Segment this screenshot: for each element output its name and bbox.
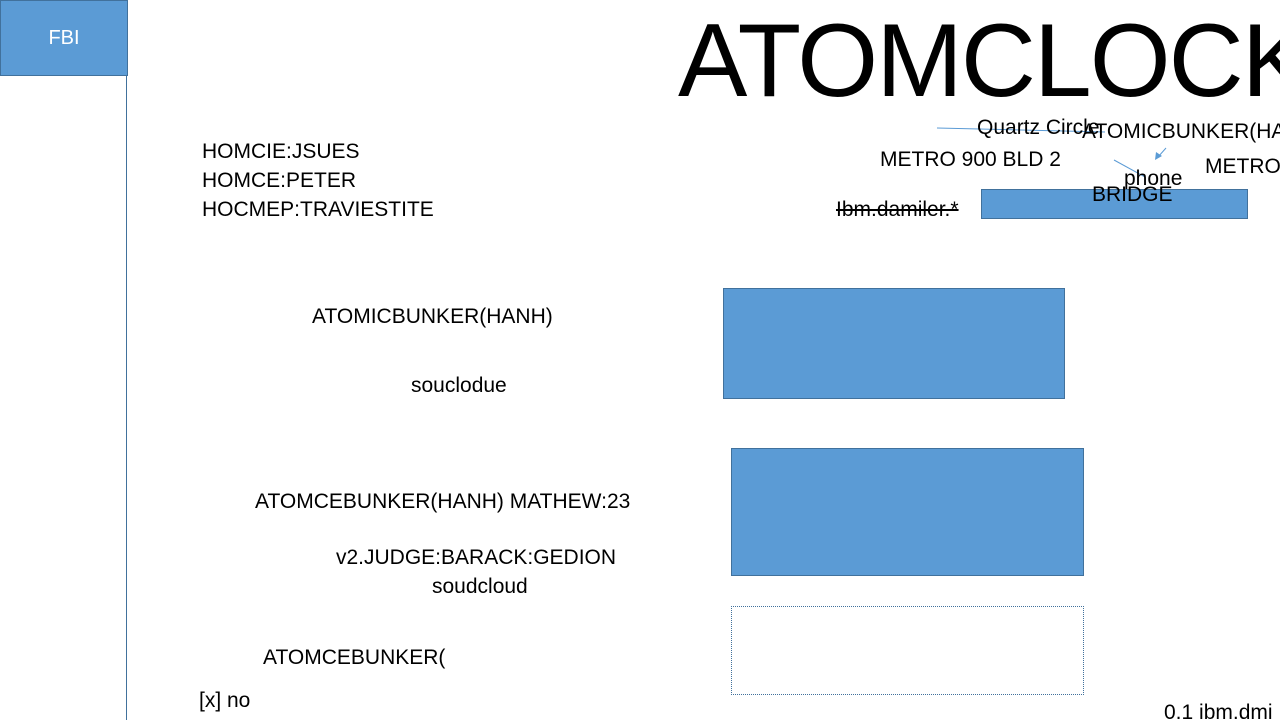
bridge-box[interactable]: [981, 189, 1248, 219]
header-line-2: HOMCE:PETER: [202, 169, 357, 192]
header-line-3: HOCMEP:TRAVIESTITE: [202, 198, 434, 221]
section3-title: ATOMCEBUNKER(: [263, 646, 446, 669]
fbi-button[interactable]: FBI: [0, 0, 128, 76]
section3-box[interactable]: [731, 606, 1084, 695]
metro-bld-label: METRO 900 BLD 2: [880, 148, 1061, 171]
section2-box[interactable]: [731, 448, 1084, 576]
header-line-1: HOMCIE:JSUES: [202, 140, 360, 163]
phone-label: phone: [1124, 167, 1183, 190]
footer-ibm-label: 0.1 ibm.dmi: [1164, 701, 1273, 724]
section2-line3: soudcloud: [432, 575, 528, 598]
fbi-label: FBI: [48, 26, 80, 49]
section1-sub: souclodue: [411, 374, 507, 397]
bridge-label: BRIDGE: [1092, 183, 1173, 206]
section2-title: ATOMCEBUNKER(HANH) MATHEW:23: [255, 490, 631, 513]
ibm-damiler-label: Ibm.damiler.*: [836, 198, 959, 221]
no-checkbox[interactable]: [x] no: [199, 689, 251, 712]
section1-box[interactable]: [723, 288, 1065, 399]
page-title: ATOMCLOCK: [678, 3, 1280, 119]
sidebar: [0, 0, 127, 720]
quartz-circle-label: Quartz Circle: [977, 116, 1100, 139]
metro-label: METRO: [1205, 155, 1280, 178]
bunker-label: ATOMICBUNKER(HA: [1082, 120, 1280, 143]
section1-title: ATOMICBUNKER(HANH): [312, 305, 553, 328]
section2-line2: v2.JUDGE:BARACK:GEDION: [336, 546, 617, 569]
